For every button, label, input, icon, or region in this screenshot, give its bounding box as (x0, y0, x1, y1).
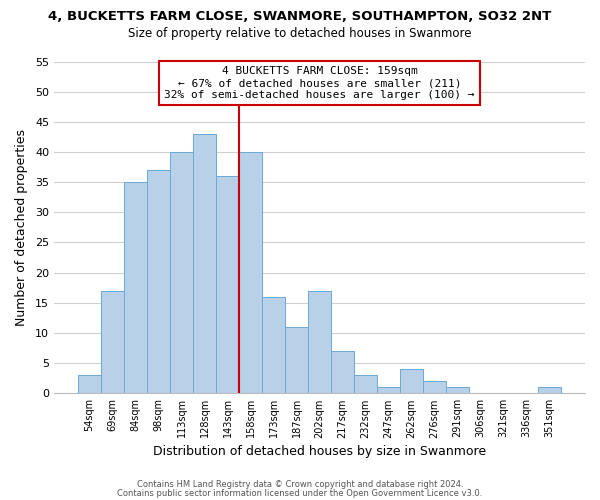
Text: Contains HM Land Registry data © Crown copyright and database right 2024.: Contains HM Land Registry data © Crown c… (137, 480, 463, 489)
Bar (423, 382, 446, 394)
Bar (354, 375, 377, 394)
Bar (285, 327, 308, 394)
Y-axis label: Number of detached properties: Number of detached properties (15, 129, 28, 326)
Bar (262, 297, 285, 394)
Bar (308, 291, 331, 394)
Bar (446, 388, 469, 394)
Text: Contains public sector information licensed under the Open Government Licence v3: Contains public sector information licen… (118, 488, 482, 498)
Bar (377, 388, 400, 394)
Bar (216, 176, 239, 394)
Bar (193, 134, 216, 394)
Bar (124, 182, 147, 394)
Text: 4, BUCKETTS FARM CLOSE, SWANMORE, SOUTHAMPTON, SO32 2NT: 4, BUCKETTS FARM CLOSE, SWANMORE, SOUTHA… (49, 10, 551, 23)
Bar (331, 351, 354, 394)
Bar (400, 369, 423, 394)
Bar (538, 388, 561, 394)
Bar (239, 152, 262, 394)
Bar (78, 375, 101, 394)
Bar (101, 291, 124, 394)
Bar (147, 170, 170, 394)
Text: 4 BUCKETTS FARM CLOSE: 159sqm
← 67% of detached houses are smaller (211)
32% of : 4 BUCKETTS FARM CLOSE: 159sqm ← 67% of d… (164, 66, 475, 100)
Text: Size of property relative to detached houses in Swanmore: Size of property relative to detached ho… (128, 28, 472, 40)
Bar (170, 152, 193, 394)
X-axis label: Distribution of detached houses by size in Swanmore: Distribution of detached houses by size … (153, 444, 486, 458)
